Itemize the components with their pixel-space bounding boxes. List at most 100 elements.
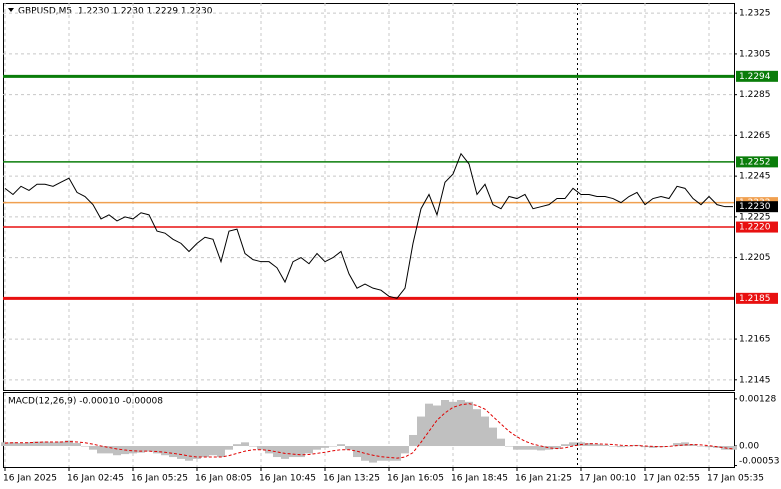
- macd-bar: [25, 442, 33, 447]
- price-label-box: [736, 201, 778, 213]
- macd-bar: [729, 446, 737, 450]
- macd-bar: [345, 446, 353, 450]
- level-label-box: [736, 70, 778, 82]
- macd-bar: [361, 446, 369, 461]
- macd-bar: [193, 446, 201, 459]
- macd-bar: [697, 446, 705, 447]
- macd-bar: [625, 446, 633, 447]
- macd-bar: [561, 444, 569, 447]
- macd-bar: [9, 442, 17, 447]
- y-tick-label: 1.2145: [739, 375, 771, 385]
- y-tick-label: 1.2165: [739, 335, 771, 345]
- macd-bar: [681, 442, 689, 447]
- macd-bar: [105, 446, 113, 454]
- macd-bar: [401, 446, 409, 454]
- level-label-box: [736, 292, 778, 304]
- macd-bar: [337, 444, 345, 447]
- macd-bar: [201, 446, 209, 458]
- x-tick-label: 17 Jan 02:55: [643, 474, 700, 484]
- y-tick-label: 1.2225: [739, 212, 771, 222]
- macd-bar: [617, 446, 625, 448]
- y-tick-label: 0.00: [739, 442, 759, 452]
- macd-bar: [321, 446, 329, 448]
- macd-bar: [473, 409, 481, 447]
- macd-bar: [545, 446, 553, 450]
- macd-bar: [305, 446, 313, 454]
- macd-bar: [89, 446, 97, 450]
- macd-bar: [249, 446, 257, 447]
- macd-bar: [265, 446, 273, 454]
- macd-bar: [65, 440, 73, 447]
- level-label-box: [736, 221, 778, 233]
- y-tick-label: 1.2245: [739, 172, 771, 182]
- macd-bar: [33, 441, 41, 447]
- macd-bar: [537, 446, 545, 451]
- macd-bar: [153, 446, 161, 454]
- macd-bar: [497, 438, 505, 447]
- macd-bar: [385, 446, 393, 461]
- chart-title: GBPUSD,M5 1.2230 1.2230 1.2229 1.2230: [18, 7, 213, 17]
- macd-bar: [457, 399, 465, 447]
- macd-bar: [161, 446, 169, 456]
- macd-bar: [433, 405, 441, 447]
- x-tick-label: 16 Jan 08:05: [195, 474, 252, 484]
- y-tick-label: 1.2305: [739, 49, 771, 59]
- macd-bar: [585, 443, 593, 447]
- y-tick-label: 1.2285: [739, 90, 771, 100]
- macd-bar: [505, 446, 513, 447]
- macd-bar: [465, 401, 473, 447]
- macd-bar: [409, 434, 417, 447]
- macd-bar: [393, 446, 401, 461]
- x-tick-label: 16 Jan 10:45: [259, 474, 316, 484]
- macd-bar: [41, 441, 49, 447]
- macd-bar: [145, 446, 153, 452]
- x-tick-label: 16 Jan 2025: [3, 474, 57, 484]
- macd-bar: [73, 443, 81, 447]
- macd-bar: [17, 443, 25, 447]
- macd-bar: [593, 444, 601, 447]
- macd-bar: [641, 446, 649, 448]
- x-tick-label: 16 Jan 18:45: [451, 474, 508, 484]
- macd-bar: [601, 444, 609, 447]
- macd-bar: [521, 446, 529, 450]
- macd-bar: [513, 446, 521, 450]
- macd-bar: [57, 441, 65, 447]
- macd-bar: [425, 403, 433, 447]
- macd-bar: [297, 446, 305, 458]
- x-tick-label: 17 Jan 05:35: [707, 474, 764, 484]
- level-label: 1.2252: [739, 157, 771, 167]
- macd-bar: [225, 446, 233, 450]
- macd-bar: [241, 442, 249, 447]
- macd-bar: [329, 446, 337, 447]
- macd-bar: [289, 446, 297, 458]
- macd-bar: [233, 444, 241, 447]
- level-label: 1.2220: [739, 223, 771, 233]
- x-tick-label: 17 Jan 00:10: [579, 474, 636, 484]
- macd-bar: [177, 446, 185, 459]
- macd-bar: [609, 446, 617, 447]
- price-panel: [3, 3, 735, 391]
- y-tick-label: 0.00128: [739, 394, 776, 404]
- macd-bar: [649, 446, 657, 448]
- macd-bar: [449, 401, 457, 447]
- y-tick-label: 1.2325: [739, 9, 771, 19]
- y-tick-label: 1.2205: [739, 253, 771, 263]
- macd-bar: [569, 442, 577, 447]
- macd-bar: [489, 427, 497, 447]
- y-tick-label: -0.00053: [739, 457, 779, 467]
- macd-bar: [689, 444, 697, 447]
- y-tick-label: 1.2265: [739, 131, 771, 141]
- x-tick-label: 16 Jan 16:05: [387, 474, 444, 484]
- signal-line: [4, 403, 734, 459]
- macd-bar: [169, 446, 177, 458]
- macd-bar: [137, 446, 145, 453]
- macd-bar: [705, 446, 713, 448]
- macd-bar: [369, 446, 377, 463]
- x-tick-label: 16 Jan 21:25: [515, 474, 572, 484]
- x-tick-label: 16 Jan 02:45: [67, 474, 124, 484]
- level-label: 1.2294: [739, 72, 771, 82]
- macd-bar: [417, 416, 425, 447]
- macd-bar: [217, 446, 225, 458]
- macd-bar: [1, 442, 9, 447]
- macd-bar: [113, 446, 121, 456]
